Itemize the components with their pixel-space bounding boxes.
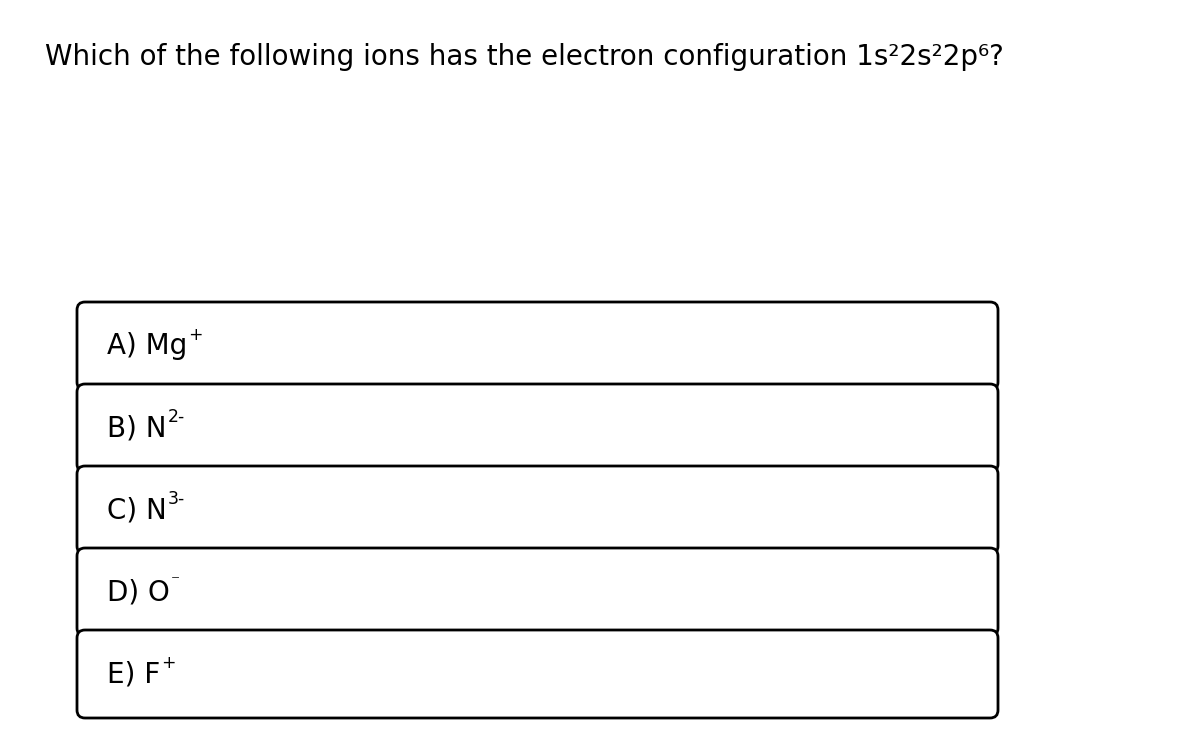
FancyBboxPatch shape bbox=[77, 302, 998, 390]
Text: A) Mg: A) Mg bbox=[107, 332, 187, 360]
Text: B) N: B) N bbox=[107, 414, 167, 442]
Text: +: + bbox=[188, 326, 203, 344]
Text: ⁻: ⁻ bbox=[170, 572, 180, 590]
Text: D) O: D) O bbox=[107, 578, 169, 606]
FancyBboxPatch shape bbox=[77, 548, 998, 636]
FancyBboxPatch shape bbox=[77, 384, 998, 472]
FancyBboxPatch shape bbox=[77, 630, 998, 718]
Text: Which of the following ions has the electron configuration 1s²2s²2p⁶?: Which of the following ions has the elec… bbox=[46, 43, 1004, 71]
Text: E) F: E) F bbox=[107, 660, 161, 688]
Text: 2-: 2- bbox=[168, 408, 185, 426]
Text: C) N: C) N bbox=[107, 496, 167, 524]
FancyBboxPatch shape bbox=[77, 466, 998, 554]
Text: +: + bbox=[161, 654, 175, 672]
Text: 3-: 3- bbox=[168, 490, 185, 508]
